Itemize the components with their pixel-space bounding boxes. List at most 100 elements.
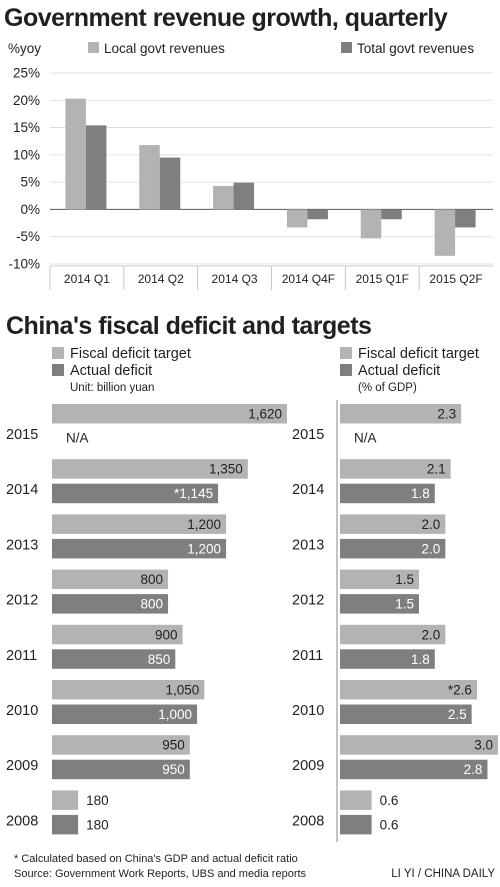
y-tick-label: -10% [8, 257, 40, 272]
y-tick-label: -5% [16, 229, 40, 244]
year-label-right: 2009 [292, 758, 324, 774]
credit: LI YI / CHINA DAILY [391, 868, 495, 880]
x-tick-label: 2015 Q1F [356, 272, 409, 286]
chart3-bar-target [340, 790, 372, 810]
chart3-legend-label-target: Fiscal deficit target [358, 346, 479, 362]
chart2-bar-target [52, 569, 169, 590]
chart3-value-label-actual: 2.8 [464, 762, 483, 777]
chart3-bar-actual [340, 649, 435, 669]
year-label-left: 2012 [6, 593, 38, 609]
chart2-value-label-actual: 1,000 [158, 707, 192, 722]
chart3-bar-target [340, 624, 446, 645]
chart2-value-label-actual: 850 [148, 652, 171, 667]
year-label-left: 2009 [6, 758, 38, 774]
chart2-value-label-target: 1,200 [187, 517, 221, 532]
chart3-value-label-actual: 2.5 [448, 707, 467, 722]
chart2-bar-target [52, 514, 227, 534]
year-label-right: 2014 [292, 482, 324, 498]
chart3-bar-target [340, 404, 462, 424]
chart1-y-axis-label: %yoy [8, 41, 41, 56]
chart2-unit-label: Unit: billion yuan [70, 382, 154, 394]
y-tick-label: 25% [13, 66, 40, 81]
year-label-right: 2010 [292, 703, 324, 719]
chart2-bar-target [52, 404, 287, 424]
chart2-bar-actual [52, 483, 219, 504]
bar-local-revenues [213, 185, 234, 210]
chart2-legend-swatch-target [52, 347, 64, 359]
chart3-value-label-target: 2.3 [437, 407, 456, 422]
chart3-value-label-actual: 1.8 [411, 652, 430, 667]
chart2-value-label-target: 180 [86, 793, 109, 808]
year-label-left: 2011 [6, 648, 37, 664]
chart2-legend-label-target: Fiscal deficit target [70, 346, 191, 362]
chart2-bar-actual [52, 759, 190, 780]
chart3-value-label-actual: 0.6 [380, 817, 399, 832]
chart3-value-label-target: 2.0 [422, 517, 441, 532]
chart3-bar-actual [340, 759, 488, 780]
chart2-bar-target [52, 790, 79, 810]
chart2-bar-target [52, 624, 183, 645]
source-note: Source: Government Work Reports, UBS and… [14, 868, 307, 880]
chart2-value-label-target: 1,350 [209, 462, 243, 477]
chart3-value-label-target: *2.6 [448, 683, 472, 698]
chart2-value-label-actual: 1,200 [187, 541, 221, 556]
chart2-bar-actual [52, 704, 198, 724]
y-tick-label: 10% [13, 147, 40, 162]
chart3-value-label-actual: N/A [354, 431, 377, 446]
legend-label-total-revenues: Total govt revenues [357, 41, 474, 56]
year-label-left: 2010 [6, 703, 38, 719]
year-label-right: 2008 [292, 813, 324, 829]
chart2-value-label-target: 950 [162, 738, 185, 753]
y-tick-label: 0% [20, 202, 40, 217]
year-label-left: 2014 [6, 482, 38, 498]
chart2-value-label-actual: 950 [162, 762, 185, 777]
chart3-bar-actual [340, 594, 419, 614]
chart3-bar-target [340, 569, 419, 590]
chart3-bar-actual [340, 704, 472, 724]
chart3-value-label-target: 2.0 [422, 627, 441, 642]
chart2-value-label-actual: N/A [66, 431, 89, 446]
chart3-bar-actual [340, 538, 446, 559]
x-tick-label: 2014 Q2 [138, 272, 184, 286]
chart2-bar-target [52, 459, 248, 479]
chart3-value-label-target: 1.5 [395, 572, 414, 587]
chart3-value-label-actual: 1.8 [411, 486, 430, 501]
chart2-bar-actual [52, 538, 227, 559]
bar-total-revenues [159, 157, 181, 210]
bar-total-revenues [455, 209, 476, 228]
y-tick-label: 15% [13, 120, 40, 135]
year-label-left: 2015 [6, 427, 38, 443]
chart3-bar-target [340, 680, 477, 700]
chart3-bar-actual [340, 814, 372, 835]
chart3-legend-label-actual: Actual deficit [358, 363, 440, 379]
bar-local-revenues [139, 145, 160, 210]
chart2-bar-actual [52, 814, 79, 835]
chart2-legend-swatch-actual [52, 364, 64, 376]
chart2-value-label-actual: *1,145 [174, 486, 213, 501]
chart2-bar-actual [52, 594, 169, 614]
chart2-value-label-target: 1,620 [248, 407, 282, 422]
chart3-value-label-actual: 2.0 [422, 541, 441, 556]
legend-swatch-total-revenues [341, 42, 352, 53]
bar-local-revenues [286, 209, 308, 228]
chart2-bar-actual [52, 649, 176, 669]
y-tick-label: 5% [20, 175, 40, 190]
x-tick-label: 2014 Q4F [282, 272, 335, 286]
bar-total-revenues [307, 209, 328, 220]
chart1-title: Government revenue growth, quarterly [4, 4, 448, 32]
chart3-value-label-target: 0.6 [380, 793, 399, 808]
chart3-bar-target [340, 459, 451, 479]
chart3-bar-target [340, 735, 498, 755]
bar-local-revenues [65, 98, 86, 210]
chart2-bar-target [52, 735, 190, 755]
chart2-value-label-target: 800 [141, 572, 164, 587]
chart2-value-label-target: 900 [155, 627, 178, 642]
chart2-title: China's fiscal deficit and targets [6, 312, 371, 340]
chart3-value-label-target: 3.0 [474, 738, 493, 753]
x-tick-label: 2014 Q1 [64, 272, 110, 286]
year-label-right: 2013 [292, 537, 324, 553]
legend-label-local-revenues: Local govt revenues [104, 41, 225, 56]
chart3-bar-target [340, 514, 446, 534]
legend-swatch-local-revenues [88, 42, 99, 53]
